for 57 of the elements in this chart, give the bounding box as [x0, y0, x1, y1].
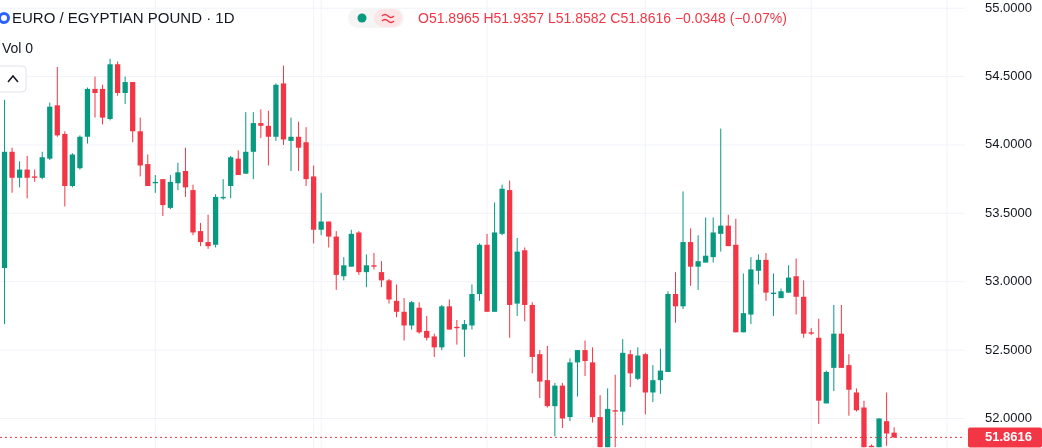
candlestick — [288, 117, 294, 172]
candlestick — [326, 221, 332, 249]
y-tick-label: 54.5000 — [985, 68, 1032, 84]
candlestick — [725, 214, 731, 247]
candlestick — [740, 273, 746, 333]
candlestick — [785, 264, 792, 294]
candlestick — [235, 149, 241, 176]
candlestick — [793, 257, 799, 316]
candlestick — [145, 154, 151, 187]
candlestick — [424, 315, 430, 342]
y-tick-label: 52.0000 — [985, 409, 1032, 425]
candlestick — [574, 349, 581, 398]
candlestick — [378, 260, 385, 288]
annotation: Vol 0 — [2, 40, 34, 56]
y-tick-label: 55.0000 — [985, 0, 1032, 15]
candlestick — [552, 382, 558, 437]
candlestick — [695, 234, 701, 291]
candlestick — [650, 364, 656, 403]
candlestick — [122, 76, 128, 105]
ref-line-label: 51.8616 — [985, 428, 1032, 444]
candlestick — [635, 346, 641, 381]
candlestick — [341, 256, 347, 281]
candlestick — [718, 128, 724, 253]
candlestick — [295, 121, 302, 172]
candlestick — [175, 162, 181, 191]
candlestick — [582, 340, 588, 377]
candlestick — [672, 271, 679, 324]
candlestick — [205, 214, 211, 250]
candlestick — [39, 151, 45, 180]
y-tick-label: 52.5000 — [985, 341, 1032, 357]
candlestick — [431, 333, 437, 358]
candlestick — [318, 192, 324, 236]
candlestick — [401, 297, 407, 342]
candlestick — [461, 319, 468, 358]
candlestick — [265, 110, 272, 166]
candlestick — [393, 283, 400, 318]
annotation: O51.8965 H51.9357 L51.8582 C51.8616 −0.0348 (−0.07%) — [418, 10, 787, 26]
candlestick — [371, 252, 377, 270]
candlestick — [627, 349, 633, 388]
candlestick — [243, 111, 249, 175]
candlestick — [258, 108, 264, 139]
y-tick-label: 53.5000 — [985, 204, 1032, 220]
candlestick — [386, 278, 392, 305]
candlestick — [703, 216, 709, 264]
candlestick — [853, 387, 860, 413]
candlestick — [755, 253, 762, 285]
y-tick-label: 54.0000 — [985, 136, 1032, 152]
candlestick — [92, 76, 98, 119]
candlestick — [16, 160, 23, 188]
candlestick — [197, 222, 204, 247]
candlestick — [182, 147, 189, 198]
candlestick — [363, 253, 370, 288]
candlestick — [24, 155, 30, 199]
candlestick — [408, 300, 415, 331]
text: EURO / EGYPTIAN POUND · 1D — [12, 9, 235, 26]
candlestick — [446, 298, 452, 331]
y-tick-label: 53.0000 — [985, 273, 1032, 289]
